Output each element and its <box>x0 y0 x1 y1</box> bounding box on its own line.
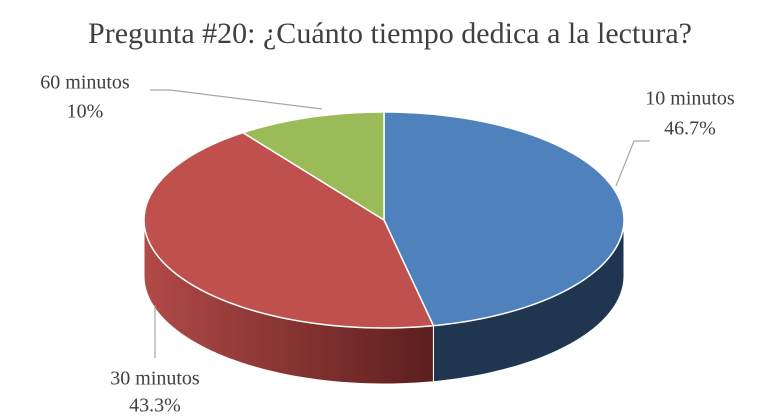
data-label-name: 10 minutos <box>645 88 735 110</box>
data-label-value: 46.7% <box>664 118 716 140</box>
leader-line <box>150 89 323 110</box>
chart-title: Pregunta #20: ¿Cuánto tiempo dedica a la… <box>88 17 692 50</box>
data-label-value: 10% <box>67 101 104 123</box>
data-label-value: 43.3% <box>129 395 181 417</box>
pie-slice <box>383 111 625 327</box>
pie-slice <box>241 111 385 222</box>
leader-line <box>615 140 650 187</box>
data-label-name: 60 minutos <box>40 72 130 94</box>
data-label-name: 30 minutos <box>110 368 200 390</box>
pie-slice <box>143 131 435 329</box>
pie <box>143 111 625 385</box>
